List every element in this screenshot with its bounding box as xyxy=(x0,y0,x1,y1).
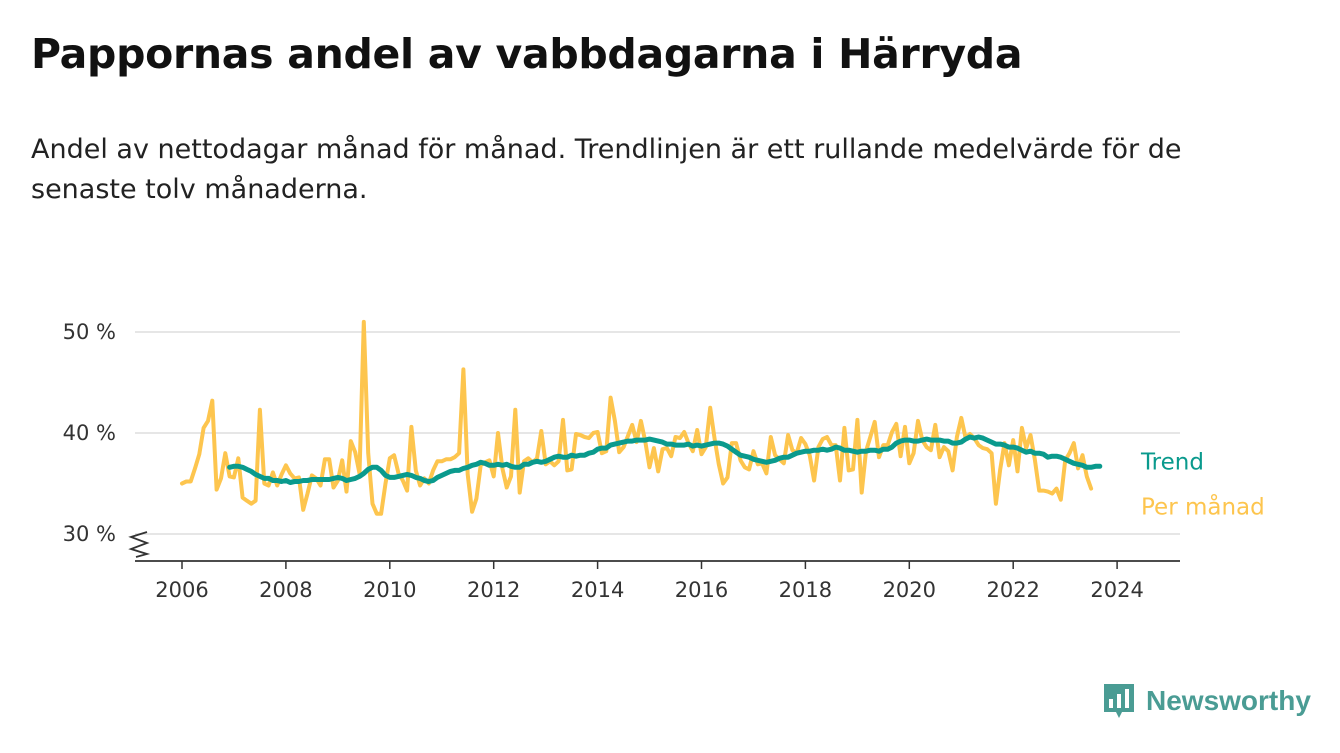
x-tick-label-2018: 2018 xyxy=(779,578,832,602)
x-tick-label-2024: 2024 xyxy=(1090,578,1143,602)
series-label-per-manad: Per månad xyxy=(1141,493,1265,521)
x-tick-label-2016: 2016 xyxy=(675,578,728,602)
y-tick-label-40: 40 % xyxy=(63,421,116,445)
axis-break-marker xyxy=(128,531,151,558)
y-tick-label-30: 30 % xyxy=(63,522,116,546)
chart-subtitle: Andel av nettodagar månad för månad. Tre… xyxy=(31,134,1182,205)
x-tick-label-2008: 2008 xyxy=(259,578,312,602)
x-tick-label-2006: 2006 xyxy=(155,578,208,602)
x-tick-label-2010: 2010 xyxy=(363,578,416,602)
y-tick-label-50: 50 % xyxy=(63,320,116,344)
gridlines xyxy=(135,331,1180,535)
brand-name: Newsworthy xyxy=(1146,685,1311,716)
chart-title: Pappornas andel av vabbdagarna i Härryda xyxy=(31,30,1023,78)
x-axis: 2006 2008 2010 2012 2014 2016 2018 2020 2022 2024 xyxy=(135,560,1180,602)
x-tick-label-2020: 2020 xyxy=(883,578,936,602)
series-line-per-manad xyxy=(180,319,1094,516)
series-line-trend xyxy=(227,434,1103,485)
series-lines xyxy=(180,319,1103,516)
series-label-trend: Trend xyxy=(1140,449,1204,475)
newsworthy-logo: Newsworthy xyxy=(1102,682,1311,720)
y-axis-tick-labels: 30 % 40 % 50 % xyxy=(63,320,116,546)
newsworthy-bar-chart-icon xyxy=(1104,684,1134,718)
x-tick-label-2012: 2012 xyxy=(467,578,520,602)
series-end-labels: Per månad Trend xyxy=(1140,449,1265,520)
x-tick-label-2022: 2022 xyxy=(986,578,1039,602)
x-tick-label-2014: 2014 xyxy=(571,578,624,602)
